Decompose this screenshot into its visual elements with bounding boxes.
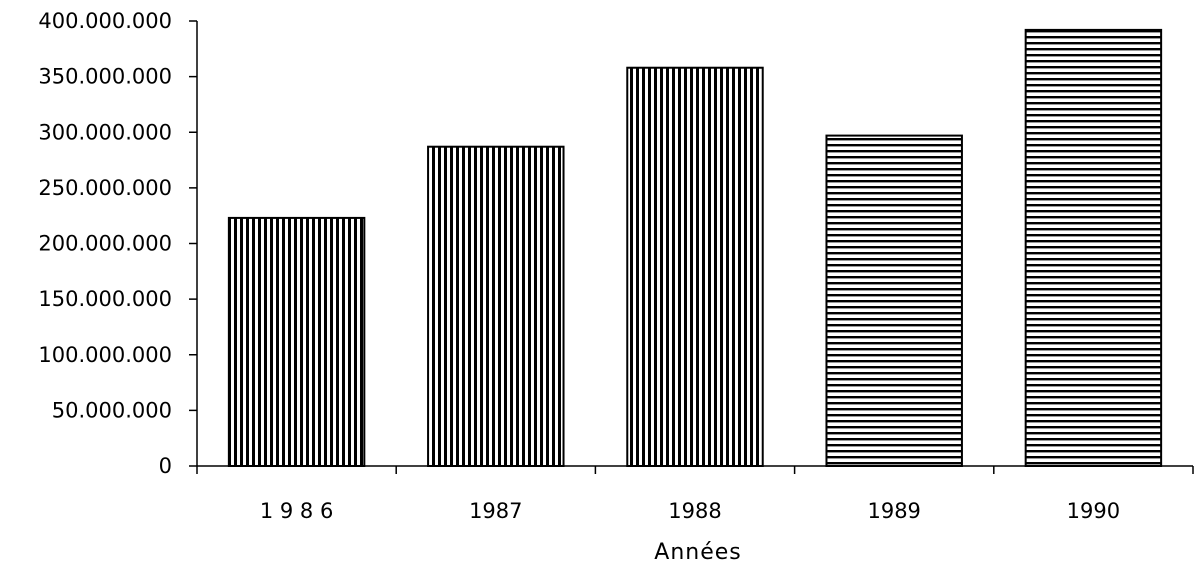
y-tick-label: 200.000.000 [38,232,172,256]
x-axis-labels: 1 9 8 6 1987 1988 1989 1990 [260,499,1120,523]
bar-3 [626,66,764,467]
x-category-label: 1 9 8 6 [260,499,333,523]
axes [196,21,1194,474]
x-category-label: 1988 [668,499,721,523]
bar-4 [825,134,963,467]
x-axis-title: Années [654,540,741,565]
bars [227,28,1163,468]
y-tick-label: 50.000.000 [52,398,172,422]
y-tick-label: 300.000.000 [38,120,172,144]
x-category-label: 1987 [469,499,522,523]
y-axis-ticks: 0 50.000.000 100.000.000 150.000.000 200.000… [38,9,197,478]
y-tick-label: 400.000.000 [38,9,172,33]
x-category-label: 1990 [1067,499,1120,523]
y-tick-label: 0 [159,454,172,478]
bar-2 [427,145,565,467]
y-tick-label: 150.000.000 [38,287,172,311]
y-tick-label: 350.000.000 [38,65,172,89]
y-tick-label: 100.000.000 [38,343,172,367]
x-category-label: 1989 [867,499,920,523]
bar-1 [227,216,366,467]
y-tick-label: 250.000.000 [38,176,172,200]
bar-5 [1024,28,1163,468]
